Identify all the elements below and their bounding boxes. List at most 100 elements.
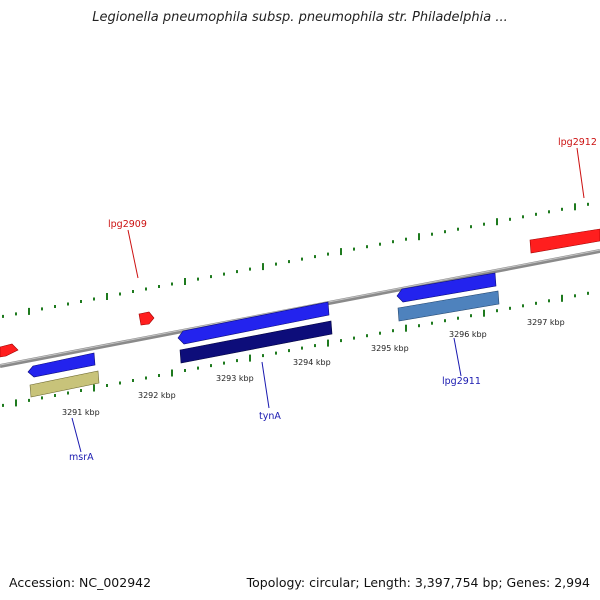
gene-label-lpg2911[interactable]: lpg2911: [442, 376, 481, 387]
scale-label-3297: 3297 kbp: [527, 318, 565, 327]
forward-track-tick: [67, 302, 69, 306]
reverse-track-tick: [80, 389, 82, 392]
reverse-track-tick: [262, 354, 264, 358]
reverse-track-tick: [496, 309, 498, 313]
forward-track-tick: [2, 314, 4, 318]
reverse-track-tick: [171, 369, 173, 377]
reverse-track-tick: [41, 396, 43, 400]
forward-track-tick: [28, 307, 30, 315]
forward-track-tick: [15, 312, 17, 316]
forward-track-tick: [457, 227, 459, 231]
forward-track-tick: [262, 263, 264, 271]
reverse-track-tick: [548, 299, 550, 303]
reverse-track-tick: [236, 359, 238, 363]
reverse-track-tick: [522, 304, 524, 308]
reverse-gene-msrA[interactable]: [27, 352, 96, 378]
forward-track-tick: [301, 257, 303, 261]
forward-track-tick: [145, 287, 147, 291]
reverse-track-tick: [2, 403, 4, 407]
forward-track-tick: [132, 290, 134, 293]
forward-track-tick: [470, 225, 472, 229]
leader-line-lpg2909: [127, 229, 139, 279]
reverse-track-tick: [210, 364, 212, 368]
forward-track-tick: [249, 267, 251, 271]
gene-label-tynA[interactable]: tynA: [259, 411, 281, 422]
reverse-track-tick: [431, 321, 433, 325]
reverse-track-tick: [470, 314, 472, 318]
reverse-track-tick: [275, 351, 277, 355]
gene-label-lpg2912[interactable]: lpg2912: [558, 137, 597, 148]
reverse-track-tick: [197, 366, 199, 370]
reverse-track-tick: [54, 394, 56, 397]
reverse-track-tick: [392, 329, 394, 333]
forward-track-tick: [548, 210, 550, 214]
reverse-track-tick: [535, 301, 537, 305]
reverse-gene-tynA-dark[interactable]: [179, 320, 333, 364]
olive-feature-msrA[interactable]: [29, 370, 100, 398]
reverse-track-tick: [301, 346, 303, 350]
forward-track-tick: [431, 232, 433, 236]
forward-track-tick: [158, 285, 160, 288]
reverse-track-tick: [327, 339, 329, 347]
forward-track-tick: [171, 282, 173, 286]
reverse-tick-track: [2, 291, 589, 407]
forward-track-tick: [574, 203, 576, 211]
reverse-track-tick: [132, 379, 134, 382]
reverse-track-tick: [145, 376, 147, 380]
steel-feature-lpg2911[interactable]: [397, 290, 500, 322]
forward-track-tick: [483, 222, 485, 226]
reverse-track-tick: [574, 294, 576, 298]
forward-gene-lpg2909[interactable]: [138, 311, 155, 326]
reverse-track-tick: [418, 324, 420, 328]
gene-label-lpg2909[interactable]: lpg2909: [108, 219, 147, 230]
forward-track-tick: [80, 300, 82, 303]
forward-track-tick: [327, 252, 329, 256]
leader-line-lpg2911: [453, 337, 462, 377]
reverse-track-tick: [67, 391, 69, 395]
reverse-track-tick: [106, 384, 108, 387]
reverse-track-tick: [353, 336, 355, 340]
forward-track-tick: [522, 215, 524, 219]
forward-track-tick: [106, 293, 108, 300]
reverse-track-tick: [288, 349, 290, 353]
forward-track-tick: [405, 237, 407, 241]
forward-track-tick: [509, 217, 511, 221]
forward-track-tick: [184, 278, 186, 285]
gene-label-msrA[interactable]: msrA: [69, 452, 94, 463]
reverse-track-tick: [379, 331, 381, 335]
leader-line-tynA: [261, 361, 270, 409]
reverse-track-tick: [93, 384, 95, 392]
forward-track-tick: [379, 242, 381, 246]
reverse-track-tick: [366, 334, 368, 338]
scale-label-3296: 3296 kbp: [449, 330, 487, 339]
forward-track-tick: [197, 277, 199, 281]
forward-track-tick: [314, 255, 316, 259]
forward-track-tick: [236, 270, 238, 274]
reverse-gene-lpg2911[interactable]: [396, 272, 497, 303]
reverse-track-tick: [561, 294, 563, 302]
forward-track-tick: [275, 262, 277, 266]
reverse-track-tick: [184, 369, 186, 372]
reverse-track-tick: [457, 316, 459, 320]
reverse-track-tick: [509, 306, 511, 310]
scale-label-3294: 3294 kbp: [293, 358, 331, 367]
reverse-track-tick: [444, 319, 446, 323]
forward-track-tick: [366, 245, 368, 249]
reverse-track-tick: [249, 354, 251, 362]
reverse-gene-tynA[interactable]: [177, 301, 330, 345]
reverse-track-tick: [119, 381, 121, 385]
forward-track-tick: [587, 202, 589, 206]
forward-track-tick: [496, 218, 498, 226]
reverse-track-tick: [587, 291, 589, 295]
forward-track-tick: [210, 275, 212, 279]
forward-track-tick: [93, 297, 95, 301]
forward-gene-left-edge[interactable]: [0, 343, 19, 358]
forward-track-tick: [223, 272, 225, 276]
reverse-track-tick: [483, 309, 485, 317]
reverse-track-tick: [405, 324, 407, 332]
forward-gene-lpg2912[interactable]: [529, 228, 600, 254]
scale-label-3292: 3292 kbp: [138, 391, 176, 400]
reverse-track-tick: [314, 344, 316, 348]
forward-track-tick: [392, 240, 394, 244]
